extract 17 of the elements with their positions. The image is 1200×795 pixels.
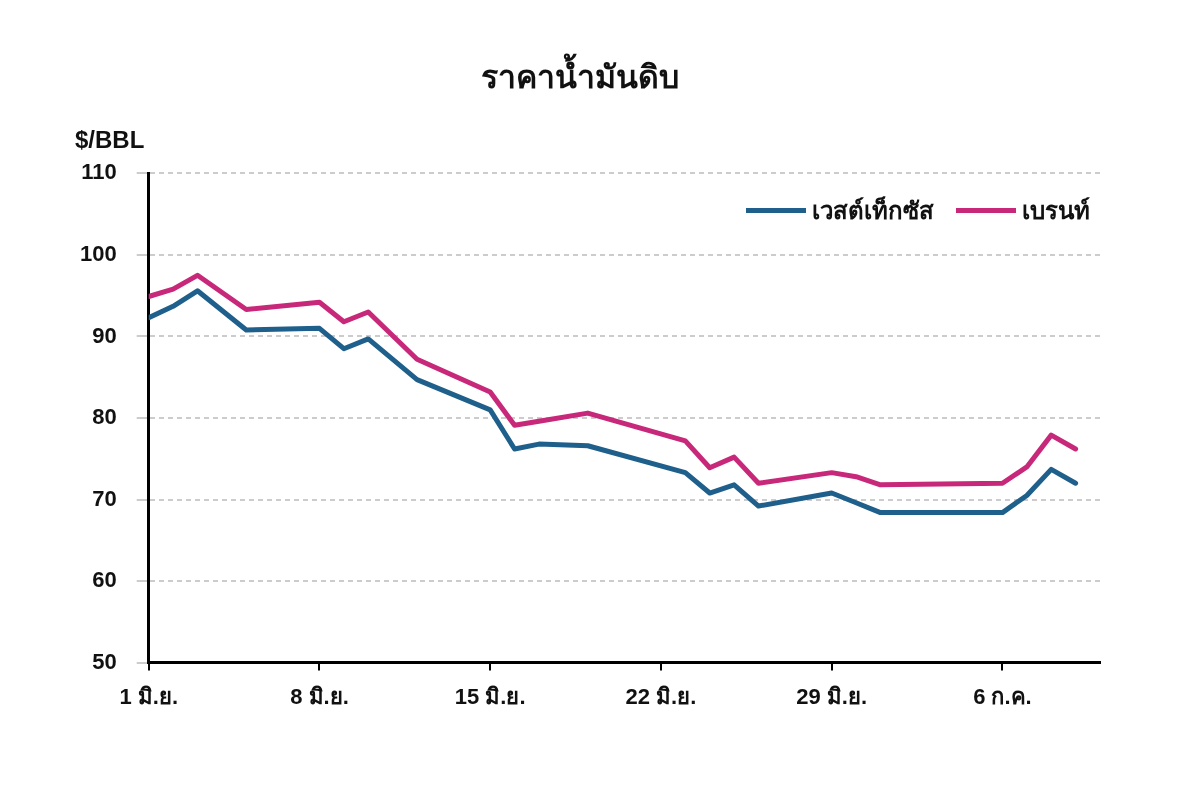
- y-tick-label: 70: [92, 485, 117, 511]
- legend-label: เบรนท์: [1022, 196, 1090, 227]
- legend-label: เวสต์เท็กซัส: [812, 195, 934, 227]
- x-tick-label: 29 มิ.ย.: [796, 683, 868, 709]
- x-tick-label: 6 ก.ค.: [973, 683, 1032, 709]
- x-tick-label: 1 มิ.ย.: [119, 683, 178, 709]
- y-tick-label: 110: [81, 159, 117, 185]
- x-tick-label: 22 มิ.ย.: [625, 683, 697, 709]
- y-tick-label: 60: [92, 567, 117, 593]
- x-tick-label: 8 มิ.ย.: [290, 683, 349, 709]
- x-tick-label: 15 มิ.ย.: [454, 683, 526, 709]
- chart-title: ราคาน้ำมันดิบ: [481, 53, 679, 96]
- y-tick-label: 100: [79, 241, 117, 266]
- y-tick-label: 50: [92, 648, 117, 674]
- y-axis-title: $/BBL: [75, 126, 145, 154]
- y-tick-label: 80: [92, 404, 117, 430]
- y-tick-label: 90: [92, 322, 117, 348]
